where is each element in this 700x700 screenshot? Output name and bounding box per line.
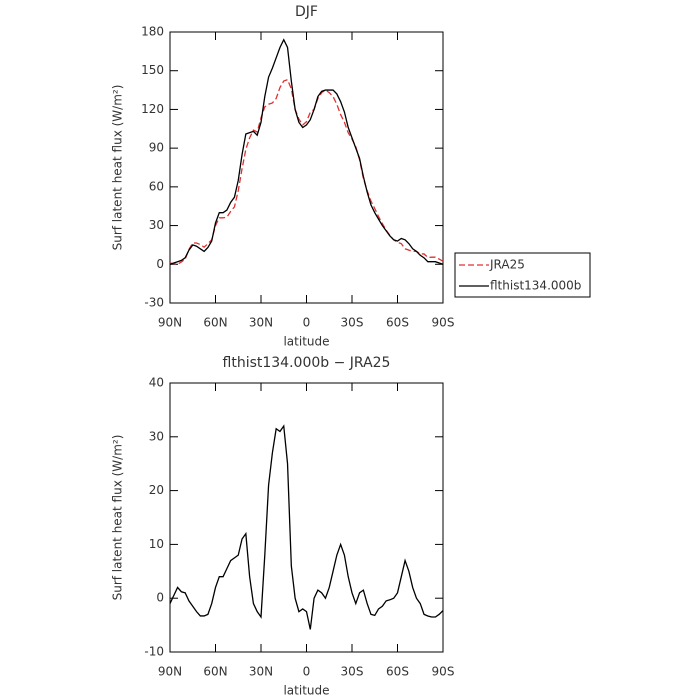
y-tick-label: 30	[149, 429, 164, 443]
x-tick-label: 60S	[386, 665, 409, 679]
plot-frame	[169, 382, 444, 653]
x-tick-label: 0	[303, 665, 311, 679]
y-axis-label: Surf latent heat flux (W/m²)	[111, 85, 125, 251]
y-tick-label: 120	[141, 102, 164, 116]
legend-label: JRA25	[489, 258, 525, 272]
y-axis-label: Surf latent heat flux (W/m²)	[111, 435, 125, 601]
y-tick-label: 150	[141, 63, 164, 77]
x-tick-label: 30N	[249, 665, 273, 679]
x-axis-label: latitude	[283, 684, 329, 698]
x-tick-label: 90S	[432, 665, 455, 679]
x-tick-label: 60N	[203, 665, 227, 679]
y-tick-label: 20	[149, 483, 164, 497]
y-tick-label: 40	[149, 376, 164, 390]
y-tick-label: -10	[144, 645, 164, 659]
x-tick-label: 30N	[249, 316, 273, 330]
x-axis-label: latitude	[283, 335, 329, 349]
y-tick-label: 0	[156, 257, 164, 271]
y-tick-label: -30	[144, 296, 164, 310]
data-line	[169, 78, 444, 265]
x-tick-label: 90N	[158, 665, 182, 679]
x-tick-label: 0	[303, 316, 311, 330]
data-line	[169, 424, 444, 630]
x-tick-label: 90S	[432, 316, 455, 330]
y-tick-label: 30	[149, 218, 164, 232]
x-tick-label: 90N	[158, 316, 182, 330]
x-tick-label: 30S	[341, 316, 364, 330]
y-tick-label: 10	[149, 537, 164, 551]
y-tick-label: 180	[141, 25, 164, 39]
y-tick-label: 90	[149, 141, 164, 155]
data-line	[169, 38, 444, 265]
chart-title: DJF	[295, 4, 318, 20]
y-tick-label: 0	[156, 591, 164, 605]
x-tick-label: 60S	[386, 316, 409, 330]
x-tick-label: 30S	[341, 665, 364, 679]
chart-title: flthist134.000b − JRA25	[223, 355, 391, 371]
x-tick-label: 60N	[203, 316, 227, 330]
plot-frame	[169, 31, 444, 304]
y-tick-label: 60	[149, 179, 164, 193]
legend-box	[454, 252, 591, 298]
legend-label: flthist134.000b	[490, 279, 581, 293]
